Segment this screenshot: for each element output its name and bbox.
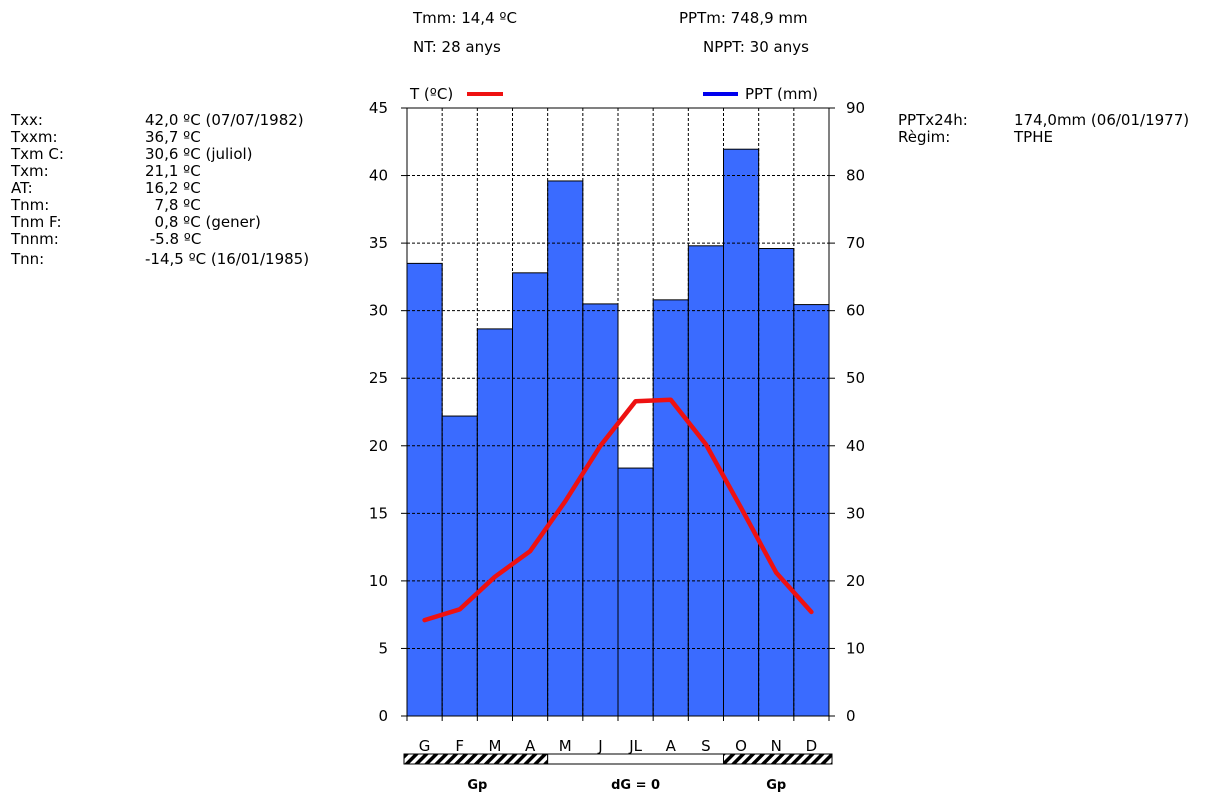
left-tick-label: 45 <box>369 99 388 117</box>
left-tick-label: 40 <box>369 167 388 185</box>
legend-ppt-label: PPT (mm) <box>745 85 818 103</box>
right-tick-label: 10 <box>846 639 865 657</box>
left-tick-label: 15 <box>369 504 388 522</box>
right-tick-label: 60 <box>846 302 865 320</box>
month-label: JL <box>628 737 642 755</box>
stat-key: Txxm: <box>11 128 58 146</box>
stat-row: PPTx24h: 174,0mm (06/01/1977) <box>898 112 1228 129</box>
stat-value: -5.8 ºC <box>145 230 202 248</box>
precipitation-bar <box>793 304 830 717</box>
stat-value: 16,2 ºC <box>145 179 201 197</box>
month-label: M <box>559 737 572 755</box>
period-label: dG = 0 <box>611 778 660 793</box>
precipitation-bar <box>441 415 478 717</box>
stat-row: Txm: 21,1 ºC <box>11 163 331 180</box>
month-label: G <box>419 737 431 755</box>
stat-key: Txx: <box>11 111 43 129</box>
left-stats: Txx: 42,0 ºC (07/07/1982) Txxm: 36,7 ºC Tx… <box>11 112 331 268</box>
right-tick-label: 80 <box>846 167 865 185</box>
temperature-line <box>422 397 814 623</box>
precipitation-bar <box>758 248 795 717</box>
left-tick-label: 20 <box>369 437 388 455</box>
stat-row: Tnnm: -5.8 ºC <box>11 231 331 248</box>
stat-key: Tnm: <box>11 196 50 214</box>
stat-value: 7,8 ºC <box>145 196 201 214</box>
stat-key: Tnm F: <box>11 213 62 231</box>
precipitation-bar <box>652 299 689 717</box>
left-tick-label: 5 <box>378 639 388 657</box>
stat-row: Tnm F: 0,8 ºC (gener) <box>11 214 331 231</box>
stat-row: Règim: TPHE <box>898 129 1228 146</box>
stat-key: Règim: <box>898 128 951 146</box>
left-tick-label: 35 <box>369 234 388 252</box>
stat-row: AT: 16,2 ºC <box>11 180 331 197</box>
precipitation-bar <box>687 245 724 717</box>
month-label: A <box>525 737 536 755</box>
stat-key: Txm C: <box>11 145 64 163</box>
header-tmm: Tmm: 14,4 ºC <box>413 9 517 27</box>
header-nt: NT: 28 anys <box>413 38 501 56</box>
month-label: J <box>597 737 602 755</box>
stat-key: PPTx24h: <box>898 111 968 129</box>
stat-key: Tnn: <box>11 250 45 268</box>
left-tick-label: 25 <box>369 369 388 387</box>
stat-key: AT: <box>11 179 33 197</box>
stat-value: 36,7 ºC <box>145 128 201 146</box>
stat-row: Tnn: -14,5 ºC (16/01/1985) <box>11 251 331 268</box>
right-stats: PPTx24h: 174,0mm (06/01/1977) Règim: TPHE <box>898 112 1228 146</box>
precipitation-bar <box>512 272 549 717</box>
stat-value: -14,5 ºC (16/01/1985) <box>145 250 310 268</box>
precipitation-bar <box>723 148 760 717</box>
right-tick-label: 0 <box>846 707 856 725</box>
precipitation-bar <box>582 303 619 717</box>
stat-row: Txx: 42,0 ºC (07/07/1982) <box>11 112 331 129</box>
right-tick-label: 30 <box>846 504 865 522</box>
period-label: Gp <box>467 778 487 793</box>
header-nppt: NPPT: 30 anys <box>703 38 809 56</box>
month-label: O <box>735 737 747 755</box>
precipitation-bar <box>617 467 654 717</box>
left-tick-label: 0 <box>378 707 388 725</box>
header-pptm: PPTm: 748,9 mm <box>679 9 808 27</box>
month-label: F <box>455 737 464 755</box>
month-label: N <box>771 737 782 755</box>
month-label: D <box>806 737 818 755</box>
right-tick-label: 40 <box>846 437 865 455</box>
right-tick-label: 90 <box>846 99 865 117</box>
hatched-period <box>723 753 833 765</box>
stat-value: 174,0mm (06/01/1977) <box>1014 111 1190 129</box>
stat-value: 30,6 ºC (juliol) <box>145 145 253 163</box>
stat-key: Tnnm: <box>11 230 59 248</box>
stat-key: Txm: <box>11 162 49 180</box>
stat-value: 0,8 ºC (gener) <box>145 213 261 231</box>
precipitation-bar <box>476 328 514 717</box>
right-tick-label: 70 <box>846 234 865 252</box>
stat-value: TPHE <box>1014 128 1053 146</box>
stat-row: Tnm: 7,8 ºC <box>11 197 331 214</box>
legend-temp-label: T (ºC) <box>409 85 453 103</box>
hatched-period <box>403 753 549 765</box>
month-label: S <box>701 737 711 755</box>
stat-value: 21,1 ºC <box>145 162 201 180</box>
month-label: M <box>488 737 501 755</box>
stat-row: Txm C: 30,6 ºC (juliol) <box>11 146 331 163</box>
left-tick-label: 10 <box>369 572 388 590</box>
period-label: Gp <box>766 778 786 793</box>
precipitation-bar <box>547 180 584 717</box>
month-label: A <box>666 737 677 755</box>
plain-period <box>547 753 725 765</box>
stat-row: Txxm: 36,7 ºC <box>11 129 331 146</box>
left-tick-label: 30 <box>369 302 388 320</box>
right-tick-label: 50 <box>846 369 865 387</box>
stat-value: 42,0 ºC (07/07/1982) <box>145 111 304 129</box>
right-tick-label: 20 <box>846 572 865 590</box>
